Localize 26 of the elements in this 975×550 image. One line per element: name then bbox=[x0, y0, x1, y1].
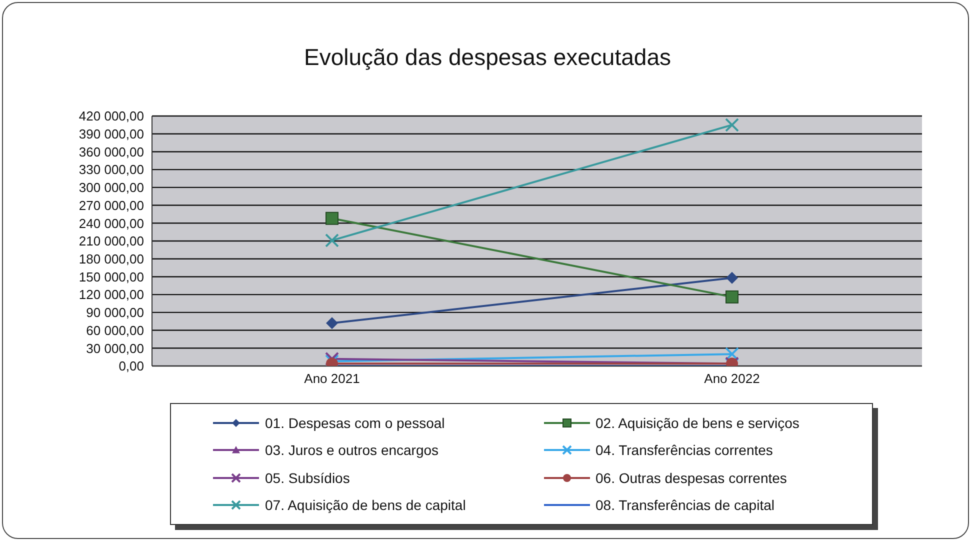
legend-label: 04. Transferências correntes bbox=[596, 442, 773, 458]
y-tick-label: 30 000,00 bbox=[86, 340, 144, 356]
legend-label: 01. Despesas com o pessoal bbox=[265, 415, 445, 432]
y-tick-label: 390 000,00 bbox=[78, 126, 144, 142]
y-tick-label: 180 000,00 bbox=[78, 251, 144, 266]
y-tick-label: 300 000,00 bbox=[78, 180, 144, 196]
legend-label: 05. Subsídios bbox=[265, 470, 350, 486]
legend-label: 03. Juros e outros encargos bbox=[265, 442, 439, 458]
legend-label: 08. Transferências de capital bbox=[596, 496, 774, 513]
y-tick-label: 420 000,00 bbox=[78, 108, 144, 124]
y-tick-label: 330 000,00 bbox=[78, 162, 144, 178]
y-tick-label: 240 000,00 bbox=[78, 216, 144, 231]
y-tick-label: 360 000,00 bbox=[78, 144, 144, 160]
y-tick-label: 0,00 bbox=[118, 358, 144, 374]
legend-label: 07. Aquisição de bens de capital bbox=[265, 496, 466, 513]
chart-title: Evolução das despesas executadas bbox=[303, 44, 672, 71]
y-tick-label: 210 000,00 bbox=[78, 234, 144, 249]
y-tick-label: 270 000,00 bbox=[78, 198, 144, 213]
legend-label: 06. Outras despesas correntes bbox=[596, 470, 787, 486]
legend-label: 02. Aquisição de bens e serviços bbox=[596, 415, 800, 432]
y-tick-label: 120 000,00 bbox=[78, 287, 144, 302]
x-tick-label: Ano 2021 bbox=[304, 371, 360, 386]
y-tick-label: 60 000,00 bbox=[86, 322, 144, 338]
y-tick-label: 150 000,00 bbox=[78, 269, 144, 284]
x-tick-label: Ano 2022 bbox=[704, 371, 760, 386]
y-tick-label: 90 000,00 bbox=[86, 305, 144, 320]
